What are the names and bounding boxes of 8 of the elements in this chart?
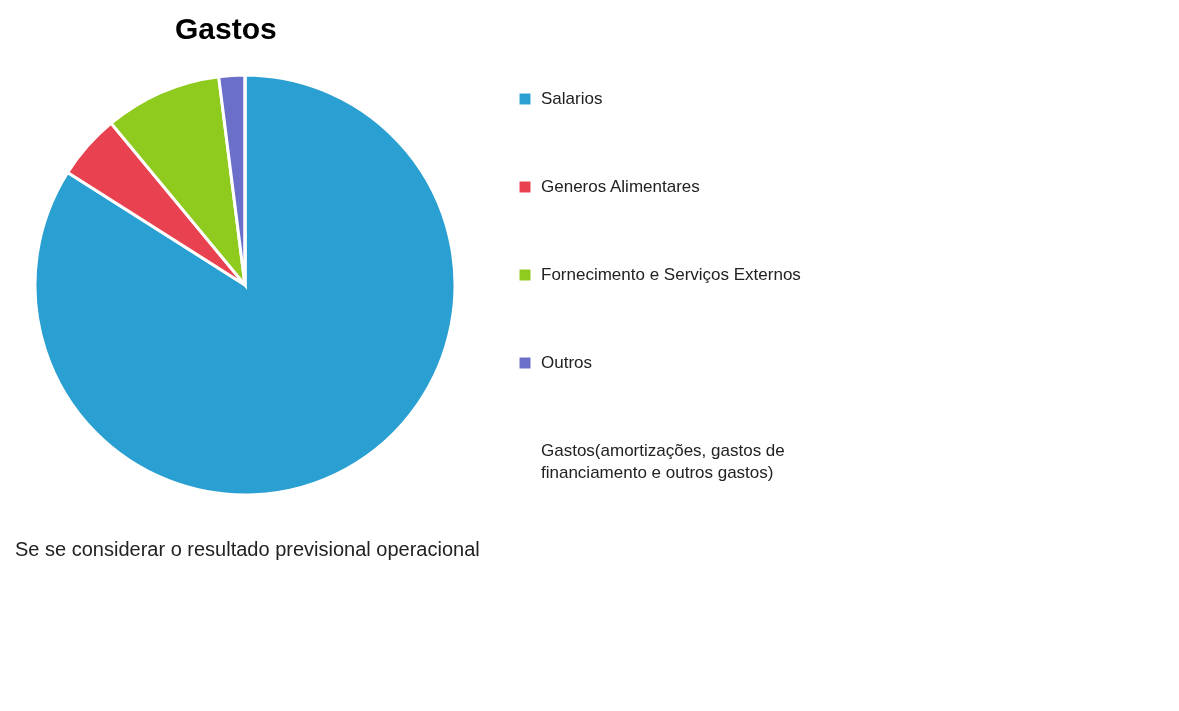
text: Se se considerar o resultado previsional operacional (15, 538, 480, 560)
legend-label: Fornecimento e Serviços Externos (541, 265, 801, 284)
legend-label: Outros (541, 353, 593, 372)
legend-label: Salarios (541, 89, 603, 108)
pie-slice (33, 73, 457, 497)
category-label: Gastos(amortizações, gastos de financiamento e outros gastos) (541, 441, 785, 482)
chart-title: Gastos (175, 12, 277, 45)
legend-label: Generos Alimentares (541, 177, 700, 196)
